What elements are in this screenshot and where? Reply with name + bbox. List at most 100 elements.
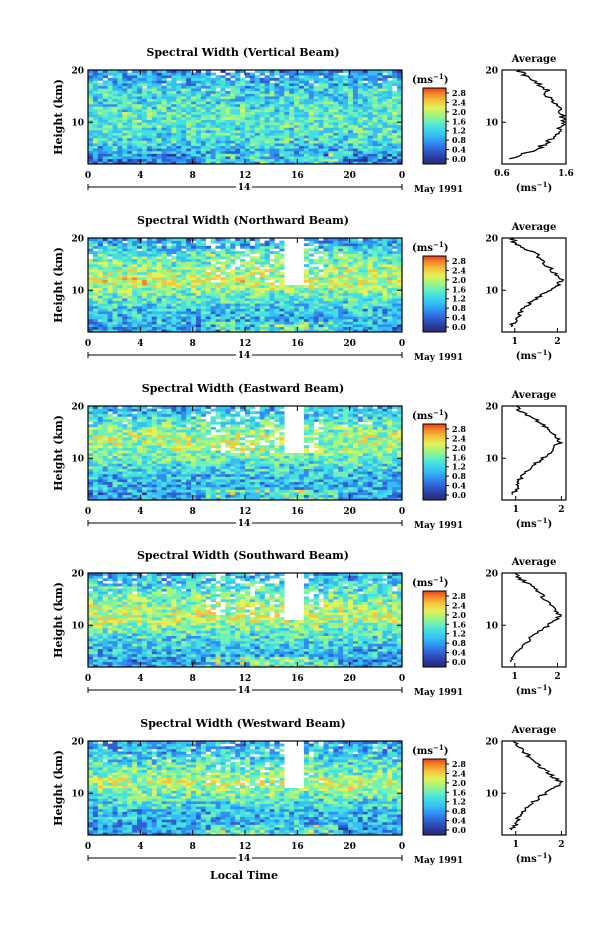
colorbar-tick-label: 0.8	[452, 806, 466, 816]
x-tick-label: 12	[239, 171, 252, 181]
chart-title: Spectral Width (Vertical Beam)	[146, 46, 339, 59]
panel-eastward-beam: Spectral Width (Eastward Beam)2010Height…	[52, 382, 567, 531]
y-tick-label: 10	[71, 790, 84, 800]
colorbar-tick-label: 0.8	[452, 471, 466, 481]
x-tick-label: 20	[343, 339, 356, 349]
y-axis-label: Height (km)	[52, 79, 65, 155]
colorbar-tick-label: 0.4	[452, 313, 466, 323]
date-label: May 1991	[414, 521, 463, 531]
day-label: 14	[238, 183, 251, 193]
colorbar-tick-label: 0.0	[452, 825, 466, 835]
heatmap-cells	[88, 406, 403, 501]
panel-westward-beam: Spectral Width (Westward Beam)2010Height…	[52, 717, 567, 866]
average-profile-line	[511, 405, 564, 495]
avg-y-tick-label: 20	[485, 738, 498, 748]
x-tick-label: 0	[399, 674, 405, 684]
heatmap-cells	[88, 741, 403, 836]
avg-y-tick-label: 20	[485, 235, 498, 245]
date-label: May 1991	[414, 353, 463, 363]
x-tick-label: 16	[291, 674, 304, 684]
colorbar-tick-label: 0.0	[452, 657, 466, 667]
colorbar-tick-label: 2.4	[452, 600, 466, 610]
x-tick-label: 16	[291, 507, 304, 517]
avg-y-tick-label: 10	[485, 455, 498, 465]
panel-vertical-beam: Spectral Width (Vertical Beam) 20 10 Height…	[52, 46, 574, 195]
date-label: May 1991	[414, 185, 463, 195]
colorbar-tick-label: 2.4	[452, 97, 466, 107]
x-tick-label: 0	[399, 171, 405, 181]
colorbar-unit: (ms−1)	[412, 240, 448, 255]
colorbar-tick-label: 0.4	[452, 816, 466, 826]
average-frame	[501, 69, 567, 165]
avg-x-tick-label: 2	[554, 337, 560, 347]
x-tick-label: 0	[85, 171, 91, 181]
average-title: Average	[511, 557, 557, 568]
colorbar-tick-label: 1.6	[452, 452, 466, 462]
avg-y-tick-label: 20	[485, 403, 498, 413]
day-label: 14	[238, 351, 251, 361]
x-tick-label: 0	[399, 507, 405, 517]
colorbar-tick-label: 0.8	[452, 303, 466, 313]
x-tick-label: 8	[190, 171, 196, 181]
y-tick-label: 10	[71, 455, 84, 465]
average-profile-line	[509, 69, 568, 160]
colorbar-tick-label: 2.8	[452, 591, 466, 601]
x-tick-label: 8	[190, 507, 196, 517]
average-unit: (ms−1)	[516, 516, 552, 531]
colorbar-tick-label: 2.0	[452, 778, 466, 788]
colorbar-tick-label: 0.4	[452, 648, 466, 658]
average-title: Average	[511, 390, 557, 401]
y-tick-label: 20	[71, 235, 84, 245]
x-tick-label: 12	[239, 674, 252, 684]
x-tick-label: 4	[137, 842, 143, 852]
x-tick-label: 0	[85, 339, 91, 349]
x-tick-label: 20	[343, 842, 356, 852]
x-tick-label: 0	[399, 339, 405, 349]
chart-title: Spectral Width (Southward Beam)	[137, 549, 349, 562]
colorbar-tick-label: 2.0	[452, 275, 466, 285]
colorbar	[422, 255, 447, 333]
avg-x-tick-label: 1	[513, 505, 519, 515]
colorbar-tick-label: 0.0	[452, 154, 466, 164]
x-tick-label: 8	[190, 674, 196, 684]
colorbar-tick-label: 2.8	[452, 88, 466, 98]
panel-northward-beam: Spectral Width (Northward Beam)2010Heigh…	[52, 214, 567, 363]
average-profile-line	[508, 740, 564, 831]
panel-southward-beam: Spectral Width (Southward Beam)2010Heigh…	[52, 549, 567, 698]
heatmap-cells	[88, 70, 403, 165]
avg-x-tick-label: 1.6	[558, 169, 574, 179]
colorbar-unit: (ms−1)	[412, 408, 448, 423]
x-tick-label: 8	[190, 339, 196, 349]
colorbar-tick-label: 0.4	[452, 481, 466, 491]
y-axis-label: Height (km)	[52, 415, 65, 491]
x-tick-label: 12	[239, 507, 252, 517]
colorbar-tick-label: 2.4	[452, 768, 466, 778]
avg-x-tick-label: 1	[512, 337, 518, 347]
day-label: 14	[238, 519, 251, 529]
colorbar	[422, 423, 447, 501]
colorbar-tick-label: 0.8	[452, 135, 466, 145]
average-unit: (ms−1)	[516, 180, 552, 195]
x-tick-label: 8	[190, 842, 196, 852]
colorbar-tick-label: 2.0	[452, 107, 466, 117]
x-tick-label: 4	[137, 339, 143, 349]
average-title: Average	[511, 725, 557, 736]
avg-y-tick-label: 20	[485, 67, 498, 77]
x-tick-label: 20	[343, 507, 356, 517]
colorbar-tick-label: 2.0	[452, 443, 466, 453]
colorbar-unit: (ms−1)	[412, 575, 448, 590]
colorbar	[422, 87, 447, 165]
y-axis-label: Height (km)	[52, 750, 65, 826]
colorbar	[422, 590, 447, 668]
avg-x-tick-label: 2	[558, 840, 564, 850]
x-tick-label: 16	[291, 339, 304, 349]
x-tick-label: 12	[239, 842, 252, 852]
heatmap-cells	[88, 573, 403, 668]
y-tick-label: 20	[71, 570, 84, 580]
date-label: May 1991	[414, 856, 463, 866]
y-tick-label: 10	[71, 119, 84, 129]
y-axis-label: Height (km)	[52, 247, 65, 323]
avg-y-tick-label: 10	[485, 287, 498, 297]
avg-x-tick-label: 1	[512, 672, 518, 682]
